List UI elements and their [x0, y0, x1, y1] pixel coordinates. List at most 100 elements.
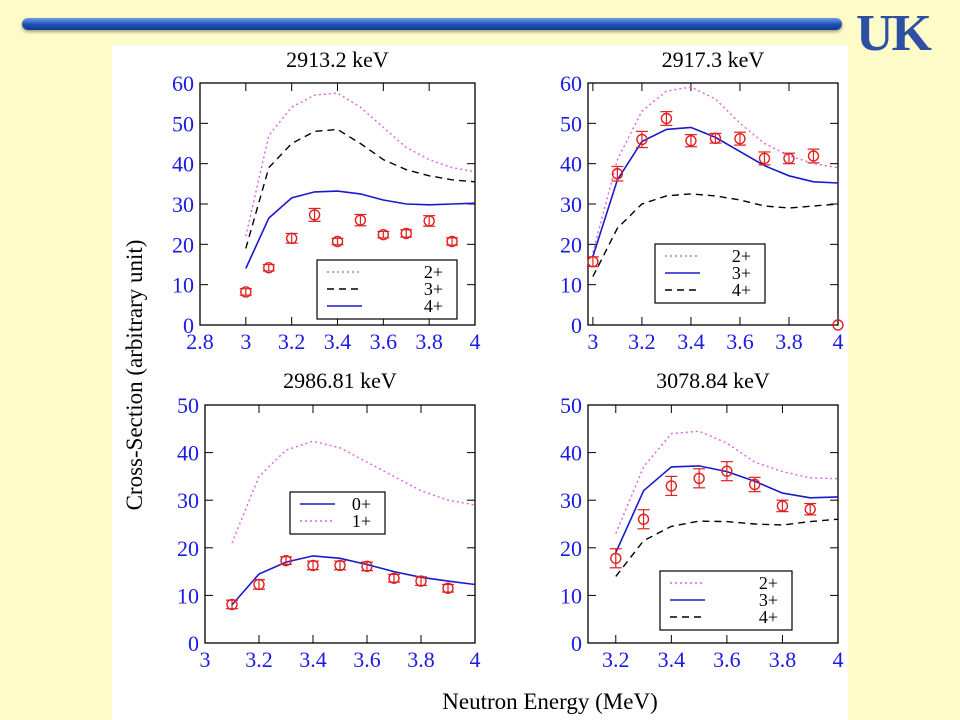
x-tick-label: 3.4	[658, 647, 686, 672]
data-point	[423, 215, 435, 227]
data-point	[253, 578, 265, 591]
data-point	[388, 572, 400, 584]
data-point	[308, 209, 321, 221]
y-tick-label: 0	[571, 631, 582, 656]
x-tick-label: 3.2	[628, 329, 656, 354]
series-line-3plus	[245, 128, 475, 249]
y-tick-label: 40	[177, 441, 199, 466]
panel-title: 2913.2 keV	[286, 47, 389, 72]
y-tick-label: 60	[172, 71, 194, 96]
y-tick-label: 20	[177, 536, 199, 561]
data-point	[587, 255, 599, 268]
data-point	[610, 552, 622, 564]
data-point	[361, 560, 373, 573]
x-tick-label: 3.6	[353, 647, 381, 672]
legend-label: 2+	[759, 573, 778, 593]
panel-title: 2917.3 keV	[662, 47, 765, 72]
data-point	[665, 480, 678, 492]
y-tick-label: 40	[172, 152, 194, 177]
y-tick-label: 30	[177, 488, 199, 513]
data-point	[660, 112, 673, 125]
series-line-2plus	[615, 430, 838, 534]
y-tick-label: 40	[560, 152, 582, 177]
series-line-2plus	[592, 86, 838, 253]
x-tick-label: 4	[470, 647, 481, 672]
data-point	[685, 134, 697, 147]
x-tick-label: 3.4	[299, 647, 327, 672]
data-point	[693, 472, 705, 485]
data-point	[636, 133, 648, 146]
data-point	[637, 513, 650, 525]
plot-area	[231, 440, 475, 606]
legend-label: 4+	[759, 607, 778, 627]
x-tick-label: 3.2	[245, 647, 273, 672]
x-tick-label: 3.8	[415, 329, 443, 354]
y-tick-label: 10	[172, 273, 194, 298]
x-tick-label: 3.6	[370, 329, 398, 354]
figure-panel: 2913.2 keV 2.8 3 3.2 3.4 3.6 3.8 4 0 10 20 30 40 50 60…	[112, 45, 848, 720]
data-point	[442, 582, 454, 594]
data-point	[721, 465, 733, 477]
x-tick-label: 3.2	[278, 329, 306, 354]
data-point	[611, 168, 624, 180]
y-tick-label: 50	[172, 111, 194, 136]
data-point	[331, 235, 344, 248]
y-tick-label: 10	[560, 273, 582, 298]
y-tick-label: 40	[560, 441, 582, 466]
y-tick-label: 0	[571, 313, 582, 338]
legend-label: 1+	[352, 511, 371, 531]
data-point	[280, 554, 292, 567]
y-tick-label: 0	[183, 313, 194, 338]
x-tick-label: 3	[587, 329, 598, 354]
y-axis-label: Cross-Section (arbitrary unit)	[122, 240, 147, 511]
x-tick-label: 4	[833, 329, 844, 354]
x-tick-label: 2.8	[186, 329, 214, 354]
y-tick-label: 10	[560, 583, 582, 608]
data-point	[263, 262, 275, 274]
header-bar	[22, 18, 842, 30]
x-tick-label: 3.8	[769, 647, 797, 672]
y-tick-label: 30	[172, 192, 194, 217]
y-tick-label: 50	[177, 393, 199, 418]
data-point	[415, 575, 427, 587]
legend-label: 3+	[759, 590, 778, 610]
data-point	[832, 319, 844, 331]
data-point	[334, 559, 346, 572]
series-line-4plus	[592, 193, 838, 277]
data-point	[285, 232, 298, 244]
series-line-4plus	[245, 190, 475, 269]
data-point	[354, 214, 367, 226]
y-tick-label: 20	[172, 232, 194, 257]
y-tick-label: 0	[188, 631, 199, 656]
x-tick-label: 3	[240, 329, 251, 354]
data-point	[748, 478, 761, 491]
data-point	[240, 286, 252, 298]
data-point	[226, 598, 238, 611]
legend-label: 3+	[732, 263, 751, 283]
data-point	[783, 152, 795, 165]
y-tick-label: 10	[177, 583, 199, 608]
data-point	[734, 132, 746, 145]
data-point	[446, 235, 458, 248]
data-point	[377, 228, 390, 241]
x-tick-label: 4	[470, 329, 481, 354]
x-tick-label: 3.6	[713, 647, 741, 672]
panel-title: 2986.81 keV	[283, 368, 397, 393]
legend-label: 2+	[424, 262, 443, 282]
series-line-4plus	[615, 518, 838, 577]
panel-title: 3078.84 keV	[656, 368, 770, 393]
data-point	[758, 152, 771, 165]
data-point	[807, 150, 820, 162]
x-tick-label: 3	[200, 647, 211, 672]
x-tick-label: 3.4	[677, 329, 705, 354]
legend-label: 4+	[424, 296, 443, 316]
plot-frame	[204, 404, 476, 644]
x-tick-label: 4	[833, 647, 844, 672]
series-line-1plus	[231, 440, 475, 544]
data-point	[709, 132, 722, 144]
